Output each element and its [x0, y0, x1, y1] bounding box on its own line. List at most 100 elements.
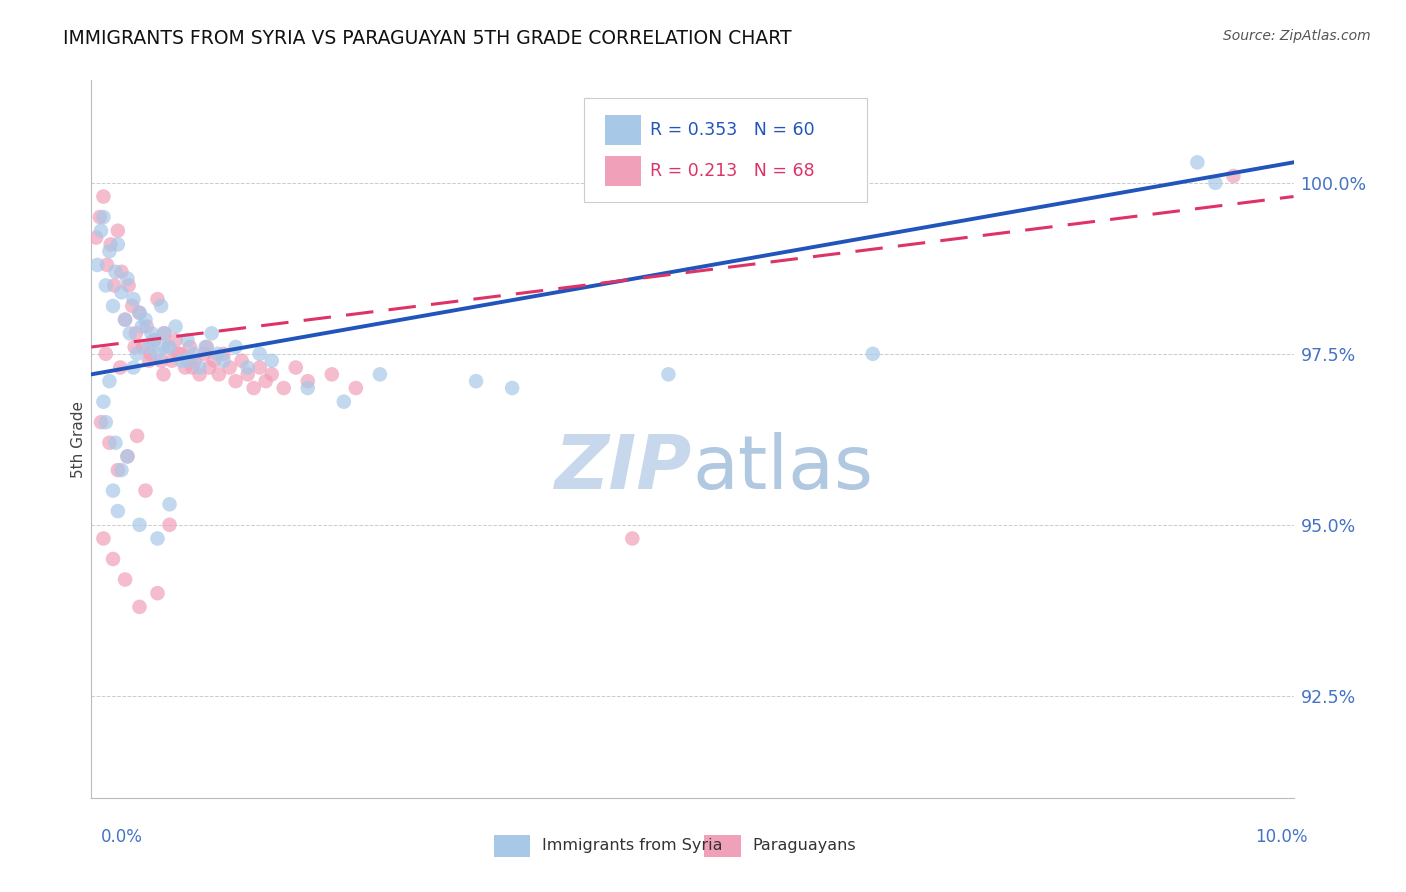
Point: [128, 306, 150, 320]
Point: [167, 347, 190, 361]
Text: R = 0.353   N = 60: R = 0.353 N = 60: [651, 120, 815, 139]
Point: [284, 360, 307, 375]
Point: [84, 230, 107, 244]
Point: [297, 381, 319, 395]
Text: Source: ZipAtlas.com: Source: ZipAtlas.com: [1223, 29, 1371, 43]
Point: [169, 347, 191, 361]
Point: [117, 271, 139, 285]
Point: [128, 306, 150, 320]
Point: [249, 360, 271, 375]
Point: [184, 353, 207, 368]
Point: [104, 265, 127, 279]
Point: [198, 360, 221, 375]
Point: [159, 497, 181, 511]
Point: [249, 347, 271, 361]
Point: [368, 368, 391, 382]
Point: [100, 237, 122, 252]
Point: [125, 326, 148, 341]
Point: [1204, 176, 1226, 190]
Point: [107, 463, 129, 477]
Point: [501, 381, 523, 395]
Point: [218, 360, 240, 375]
Point: [103, 278, 125, 293]
Point: [93, 394, 115, 409]
Point: [1222, 169, 1244, 183]
Point: [90, 224, 112, 238]
Point: [94, 415, 117, 429]
Point: [1187, 155, 1209, 169]
Point: [465, 374, 488, 388]
FancyBboxPatch shape: [704, 835, 741, 856]
Point: [117, 450, 139, 464]
Text: Immigrants from Syria: Immigrants from Syria: [543, 838, 723, 854]
Point: [122, 360, 145, 375]
Point: [89, 210, 111, 224]
Point: [134, 312, 156, 326]
Point: [260, 353, 283, 368]
Point: [118, 278, 141, 293]
Point: [231, 353, 253, 368]
Point: [321, 368, 343, 382]
Point: [621, 532, 644, 546]
Point: [188, 368, 211, 382]
Point: [101, 552, 124, 566]
Point: [179, 340, 201, 354]
Point: [193, 347, 215, 361]
Point: [157, 340, 180, 354]
Point: [212, 353, 235, 368]
Point: [101, 483, 124, 498]
Point: [862, 347, 884, 361]
Point: [194, 340, 217, 354]
Point: [236, 368, 259, 382]
Point: [152, 326, 174, 341]
Point: [93, 532, 115, 546]
Point: [212, 347, 235, 361]
Point: [153, 326, 176, 341]
Point: [93, 210, 115, 224]
Point: [98, 374, 121, 388]
Text: Paraguayans: Paraguayans: [752, 838, 856, 854]
Point: [152, 340, 174, 354]
Point: [98, 435, 121, 450]
Point: [94, 347, 117, 361]
Point: [139, 347, 162, 361]
Point: [107, 237, 129, 252]
Point: [94, 278, 117, 293]
Point: [110, 360, 132, 375]
Point: [110, 265, 132, 279]
Point: [183, 347, 205, 361]
Point: [160, 353, 183, 368]
Point: [657, 368, 679, 382]
Point: [107, 224, 129, 238]
Point: [146, 347, 169, 361]
Point: [101, 299, 124, 313]
Point: [260, 368, 283, 382]
Y-axis label: 5th Grade: 5th Grade: [70, 401, 86, 478]
Point: [146, 586, 169, 600]
Point: [142, 333, 165, 347]
Point: [202, 353, 225, 368]
Point: [114, 312, 136, 326]
Point: [117, 450, 139, 464]
Text: 10.0%: 10.0%: [1256, 828, 1308, 846]
Point: [131, 319, 153, 334]
Point: [128, 517, 150, 532]
Point: [125, 347, 148, 361]
Point: [93, 189, 115, 203]
FancyBboxPatch shape: [605, 115, 641, 145]
Point: [110, 285, 132, 300]
Point: [188, 360, 211, 375]
Point: [128, 599, 150, 614]
Point: [150, 299, 173, 313]
Point: [170, 353, 193, 368]
Point: [181, 360, 204, 375]
Text: 0.0%: 0.0%: [101, 828, 143, 846]
Point: [124, 340, 146, 354]
Point: [236, 360, 259, 375]
Point: [142, 333, 165, 347]
Text: IMMIGRANTS FROM SYRIA VS PARAGUAYAN 5TH GRADE CORRELATION CHART: IMMIGRANTS FROM SYRIA VS PARAGUAYAN 5TH …: [63, 29, 792, 47]
Point: [104, 435, 127, 450]
Point: [333, 394, 356, 409]
Point: [107, 504, 129, 518]
FancyBboxPatch shape: [494, 835, 530, 856]
